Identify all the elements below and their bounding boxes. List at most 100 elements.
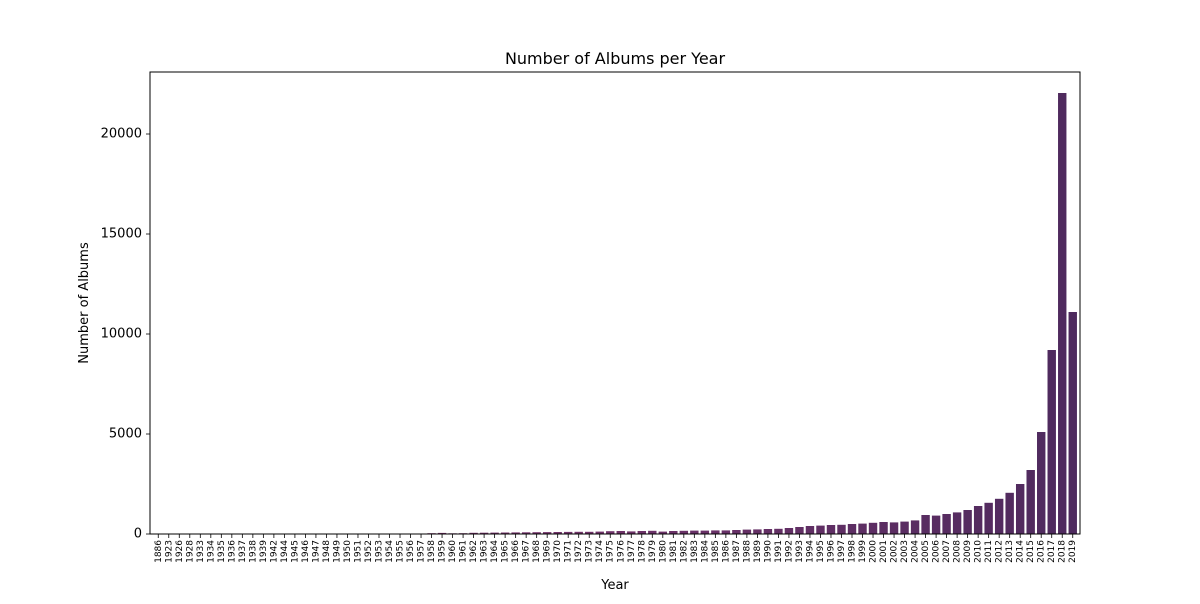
x-tick-label: 1923 <box>164 540 174 563</box>
x-tick-label: 1983 <box>690 540 700 563</box>
bar-2005 <box>921 515 929 534</box>
x-tick-label: 2000 <box>869 540 879 563</box>
x-tick-label: 1996 <box>826 540 836 563</box>
x-tick-label: 1956 <box>406 540 416 563</box>
x-tick-label: 1955 <box>396 540 406 563</box>
y-tick-label: 10000 <box>101 327 142 342</box>
x-tick-label: 1995 <box>816 540 826 563</box>
x-tick-label: 2004 <box>911 540 921 563</box>
x-tick-label: 1967 <box>522 540 532 563</box>
bar-1995 <box>816 526 824 534</box>
bar-2000 <box>869 523 877 534</box>
bar-2019 <box>1069 312 1077 534</box>
bar-2018 <box>1058 93 1066 534</box>
x-tick-label: 1934 <box>206 540 216 563</box>
x-tick-label: 2014 <box>1016 540 1026 563</box>
x-tick-label: 2017 <box>1047 540 1057 563</box>
bar-2009 <box>963 510 971 534</box>
x-tick-label: 1950 <box>343 540 353 563</box>
bar-1989 <box>753 529 761 534</box>
x-tick-label: 1937 <box>238 540 248 563</box>
x-tick-label: 1988 <box>742 540 752 563</box>
x-tick-label: 2007 <box>942 540 952 563</box>
y-tick-label: 5000 <box>109 427 142 442</box>
x-tick-label: 1946 <box>301 540 311 563</box>
x-tick-label: 1942 <box>269 540 279 563</box>
bar-1986 <box>722 530 730 534</box>
x-tick-label: 1944 <box>280 540 290 563</box>
x-tick-label: 1993 <box>795 540 805 563</box>
x-tick-label: 1949 <box>332 540 342 563</box>
x-tick-label: 1992 <box>784 540 794 563</box>
x-tick-label: 2005 <box>921 540 931 563</box>
bars <box>154 93 1077 534</box>
x-tick-label: 1987 <box>732 540 742 563</box>
bar-2003 <box>900 522 908 534</box>
x-tick-label: 1964 <box>490 540 500 563</box>
bar-1984 <box>701 531 709 534</box>
x-tick-label: 1947 <box>311 540 321 563</box>
x-tick-label: 1982 <box>679 540 689 563</box>
x-tick-label: 1969 <box>543 540 553 563</box>
bar-1992 <box>785 528 793 534</box>
y-axis-label: Number of Albums <box>77 242 92 364</box>
bar-2010 <box>974 506 982 534</box>
x-tick-label: 2003 <box>900 540 910 563</box>
bar-2015 <box>1026 470 1034 534</box>
bar-2007 <box>942 514 950 534</box>
bar-1991 <box>774 529 782 534</box>
bar-1983 <box>690 531 698 534</box>
bar-1988 <box>743 530 751 534</box>
x-tick-label: 2012 <box>995 540 1005 563</box>
y-tick-label: 20000 <box>101 127 142 142</box>
bar-2006 <box>932 516 940 534</box>
x-tick-label: 1971 <box>564 540 574 563</box>
x-tick-label: 1991 <box>774 540 784 563</box>
x-tick-label: 1936 <box>227 540 237 563</box>
x-tick-label: 1926 <box>175 540 185 563</box>
x-tick-label: 1976 <box>616 540 626 563</box>
bar-1987 <box>732 530 740 534</box>
x-tick-label: 1974 <box>595 540 605 563</box>
x-tick-label: 1977 <box>627 540 637 563</box>
x-tick-label: 1961 <box>459 540 469 563</box>
x-tick-label: 1963 <box>480 540 490 563</box>
x-tick-label: 1958 <box>427 540 437 563</box>
bar-1997 <box>837 525 845 534</box>
x-tick-label: 2010 <box>974 540 984 563</box>
bar-1996 <box>827 525 835 534</box>
x-tick-label: 1938 <box>248 540 258 563</box>
bar-1993 <box>795 527 803 534</box>
bar-1999 <box>858 524 866 534</box>
x-tick-label: 1939 <box>259 540 269 563</box>
x-tick-label: 1933 <box>196 540 206 563</box>
x-tick-label: 1978 <box>637 540 647 563</box>
x-tick-label: 1979 <box>648 540 658 563</box>
x-tick-label: 2015 <box>1026 540 1036 563</box>
x-tick-label: 1962 <box>469 540 479 563</box>
x-tick-label: 1975 <box>606 540 616 563</box>
x-tick-label: 1945 <box>290 540 300 563</box>
x-tick-label: 1997 <box>837 540 847 563</box>
x-tick-label: 1989 <box>753 540 763 563</box>
x-tick-label: 2013 <box>1005 540 1015 563</box>
x-tick-label: 2016 <box>1037 540 1047 563</box>
x-tick-label: 1973 <box>585 540 595 563</box>
bar-1994 <box>806 526 814 534</box>
x-tick-label: 1999 <box>858 540 868 563</box>
x-tick-label: 1951 <box>353 540 363 563</box>
bar-2002 <box>890 522 898 534</box>
x-tick-label: 1980 <box>658 540 668 563</box>
bar-2013 <box>1005 493 1013 534</box>
x-tick-label: 1990 <box>763 540 773 563</box>
x-tick-label: 1957 <box>417 540 427 563</box>
x-tick-label: 1886 <box>154 540 164 563</box>
x-tick-label: 1985 <box>711 540 721 563</box>
bar-2008 <box>953 512 961 534</box>
x-tick-label: 1981 <box>669 540 679 563</box>
x-tick-label: 2008 <box>953 540 963 563</box>
